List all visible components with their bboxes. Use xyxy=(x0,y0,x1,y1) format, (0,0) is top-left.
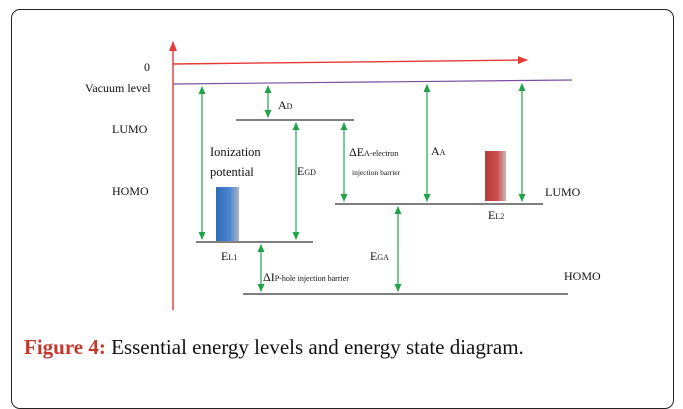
el2-label: EL2 xyxy=(488,208,504,222)
lumo-left-label: LUMO xyxy=(112,122,148,136)
homo-right-label: HOMO xyxy=(564,269,601,283)
lumo-right-label: LUMO xyxy=(545,185,581,199)
ad-label: AD xyxy=(278,98,293,112)
zero-axis-horizontal xyxy=(172,56,528,65)
caption-text: Essential energy levels and energy state… xyxy=(105,335,524,359)
delta-ea-label: ΔEA-electron xyxy=(349,145,398,159)
aa-label: AA xyxy=(431,144,446,158)
electrode-l2 xyxy=(485,151,506,201)
egd-label: EGD xyxy=(297,164,316,178)
ionization-label-line2: potential xyxy=(210,165,254,179)
caption-label: Figure 4: xyxy=(24,335,106,359)
vacuum-level-line xyxy=(172,79,573,85)
vacuum-level-label: Vacuum level xyxy=(85,81,151,95)
electrode-l1 xyxy=(216,187,239,241)
ionization-label-line1: Ionization xyxy=(210,145,261,159)
figure-caption: Figure 4: Essential energy levels and en… xyxy=(24,335,524,360)
energy-level-diagram: 0 Vacuum level LUMO HOMO AD Ionization p… xyxy=(85,41,601,310)
figure-frame xyxy=(11,9,674,409)
homo-left-label: HOMO xyxy=(112,184,149,198)
injection-barrier-label: injection barrier xyxy=(352,168,401,177)
delta-ip-label: ΔIP-hole injection barrier xyxy=(263,270,349,284)
ega-label: EGA xyxy=(370,249,389,263)
zero-label: 0 xyxy=(144,60,150,74)
el1-label: EL1 xyxy=(221,249,237,263)
